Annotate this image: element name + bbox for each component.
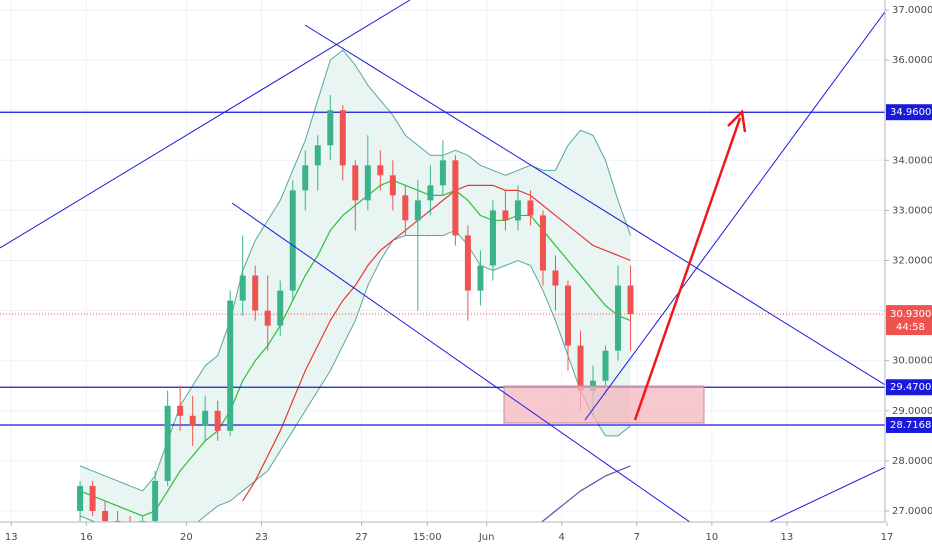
candle-body (552, 270, 559, 286)
candle-body (352, 165, 359, 201)
candle-body (314, 145, 321, 166)
candle-body (364, 165, 371, 201)
plot-area (0, 49, 885, 522)
y-tick-label: 27.0000 (892, 506, 932, 517)
x-tick-label: 20 (180, 532, 193, 543)
candle-body (77, 485, 84, 511)
level-label: 28.7168 (890, 420, 931, 431)
x-tick-label: 13 (781, 532, 794, 543)
candle-body (527, 200, 534, 216)
x-tick-label: 16 (80, 532, 93, 543)
candle-body (277, 290, 284, 326)
candle-body (627, 285, 634, 315)
candle-body (252, 275, 259, 311)
candle-body (427, 185, 434, 201)
price-badge: 30.9300 44:58 (886, 305, 932, 336)
x-tick-label: 27 (355, 532, 368, 543)
arrow-head (727, 109, 747, 133)
candle-body (189, 415, 196, 426)
candle-body (452, 160, 459, 236)
candle-body (377, 165, 384, 176)
time-axis (0, 522, 885, 550)
zone-box (503, 385, 705, 424)
trendline (768, 466, 885, 522)
level-badge-box (886, 379, 932, 396)
price-badge-box (886, 305, 932, 336)
level-badge: 29.4700 (886, 379, 932, 396)
x-tick-label: 15:00 (413, 532, 442, 543)
level-badge: 28.7168 (886, 416, 932, 433)
candle-body (514, 200, 521, 221)
band-lower (79, 229, 631, 522)
y-tick-label: 28.0000 (892, 456, 932, 467)
candle-body (564, 285, 571, 346)
x-tick-label: 13 (5, 532, 18, 543)
band-upper (79, 49, 632, 492)
candle-body (402, 195, 409, 221)
candle-body (327, 110, 334, 146)
moving-average (242, 184, 631, 502)
candle-body (89, 485, 96, 511)
y-tick-label: 36.0000 (892, 55, 932, 66)
candle-body (152, 480, 159, 521)
countdown: 44:58 (896, 322, 925, 333)
level-badge-box (886, 104, 932, 121)
y-tick-label: 29.0000 (892, 406, 932, 417)
moving-average (540, 465, 631, 522)
trendline (584, 10, 885, 421)
level-badge-box (886, 416, 932, 433)
x-tick-label: 7 (634, 532, 640, 543)
candle-body (539, 215, 546, 271)
candle-body (464, 235, 471, 291)
candle-body (389, 175, 396, 196)
candle-body (264, 310, 271, 326)
candle-body (439, 160, 446, 186)
x-tick-label: 4 (559, 532, 565, 543)
candle-body (489, 210, 496, 266)
candle-body (139, 520, 146, 522)
candle-body (615, 285, 622, 351)
x-tick-label: Jun (478, 532, 495, 543)
y-tick-label: 37.0000 (892, 5, 932, 16)
level-label: 34.9600 (890, 107, 931, 118)
y-tick-label: 33.0000 (892, 205, 932, 216)
candle-body (502, 210, 509, 221)
candle-body (602, 350, 609, 381)
candle-body (577, 345, 584, 391)
candle-body (164, 405, 171, 481)
arrow (633, 117, 742, 421)
candle-body (214, 410, 221, 431)
candle-body (202, 410, 209, 426)
candle-body (239, 275, 246, 301)
x-tick-label: 17 (881, 532, 894, 543)
price-axis (885, 0, 932, 550)
candle-body (102, 510, 109, 521)
candle-body (114, 520, 121, 522)
level-label: 29.4700 (890, 382, 931, 393)
trendline (0, 0, 411, 249)
candle-body (477, 265, 484, 291)
y-tick-label: 34.0000 (892, 155, 932, 166)
candle-body (414, 200, 421, 221)
trendline (304, 24, 885, 386)
y-tick-label: 32.0000 (892, 255, 932, 266)
price-label: 30.9300 (890, 309, 931, 320)
candle-body (177, 405, 184, 416)
x-tick-label: 23 (255, 532, 268, 543)
y-tick-label: 30.0000 (892, 356, 932, 367)
candle-body (289, 190, 296, 291)
candle-body (339, 110, 346, 166)
trendline (231, 202, 691, 522)
candle-body (227, 300, 234, 431)
labels: 27.000028.000029.000030.000031.000032.00… (5, 5, 932, 543)
x-tick-label: 10 (705, 532, 718, 543)
candle-body (302, 165, 309, 191)
level-badge: 34.9600 (886, 104, 932, 121)
